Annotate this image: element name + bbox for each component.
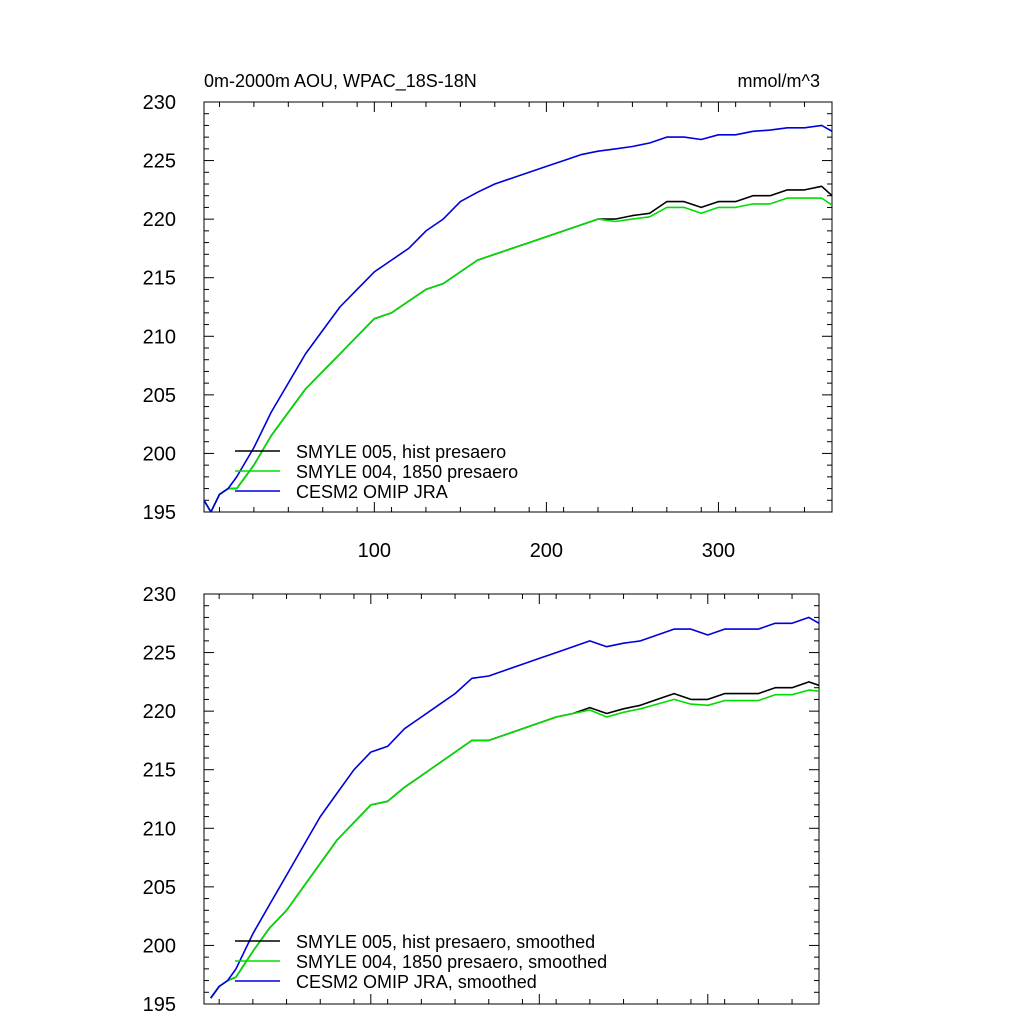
y-tick-label: 195 <box>143 994 176 1016</box>
legend-label-0: SMYLE 005, hist presaero, smoothed <box>296 932 595 952</box>
series-line-1 <box>204 197 832 512</box>
x-tick-label: 300 <box>702 540 735 562</box>
y-tick-label: 220 <box>143 209 176 231</box>
legend-label-1: SMYLE 004, 1850 presaero <box>296 462 518 482</box>
top-panel: 0m-2000m AOU, WPAC_18S-18N mmol/m^3 195 200… <box>143 71 833 562</box>
legend-label-1: SMYLE 004, 1850 presaero, smoothed <box>296 952 607 972</box>
y-tick-label: 195 <box>143 502 176 524</box>
legend-label-2: CESM2 OMIP JRA <box>296 482 448 502</box>
y-tick-label: 230 <box>143 92 176 114</box>
y-tick-label: 200 <box>143 935 176 957</box>
bottom-panel: 195 200 205 210 215 220 225 230 SMYLE 005, hist … <box>143 584 820 1016</box>
plot-frame <box>203 593 820 1005</box>
y-tick-label: 225 <box>143 151 176 173</box>
legend-label-0: SMYLE 005, hist presaero <box>296 442 506 462</box>
units-label: mmol/m^3 <box>738 71 820 91</box>
y-tick-label: 215 <box>143 268 176 290</box>
y-tick-label: 225 <box>143 643 176 665</box>
series-line-1 <box>210 689 819 999</box>
y-tick-label: 205 <box>143 877 176 899</box>
legend-label-2: CESM2 OMIP JRA, smoothed <box>296 972 537 992</box>
y-tick-label: 210 <box>143 818 176 840</box>
y-tick-label: 200 <box>143 443 176 465</box>
y-tick-label: 215 <box>143 760 176 782</box>
series-line-2 <box>210 616 819 999</box>
y-tick-label: 220 <box>143 701 176 723</box>
y-tick-label: 230 <box>143 584 176 606</box>
x-tick-label: 200 <box>530 540 563 562</box>
y-tick-label: 205 <box>143 385 176 407</box>
series-line-2 <box>204 124 832 512</box>
chart-title: 0m-2000m AOU, WPAC_18S-18N <box>204 71 477 92</box>
y-tick-label: 210 <box>143 326 176 348</box>
x-tick-label: 100 <box>358 540 391 562</box>
plot-frame <box>203 101 833 513</box>
